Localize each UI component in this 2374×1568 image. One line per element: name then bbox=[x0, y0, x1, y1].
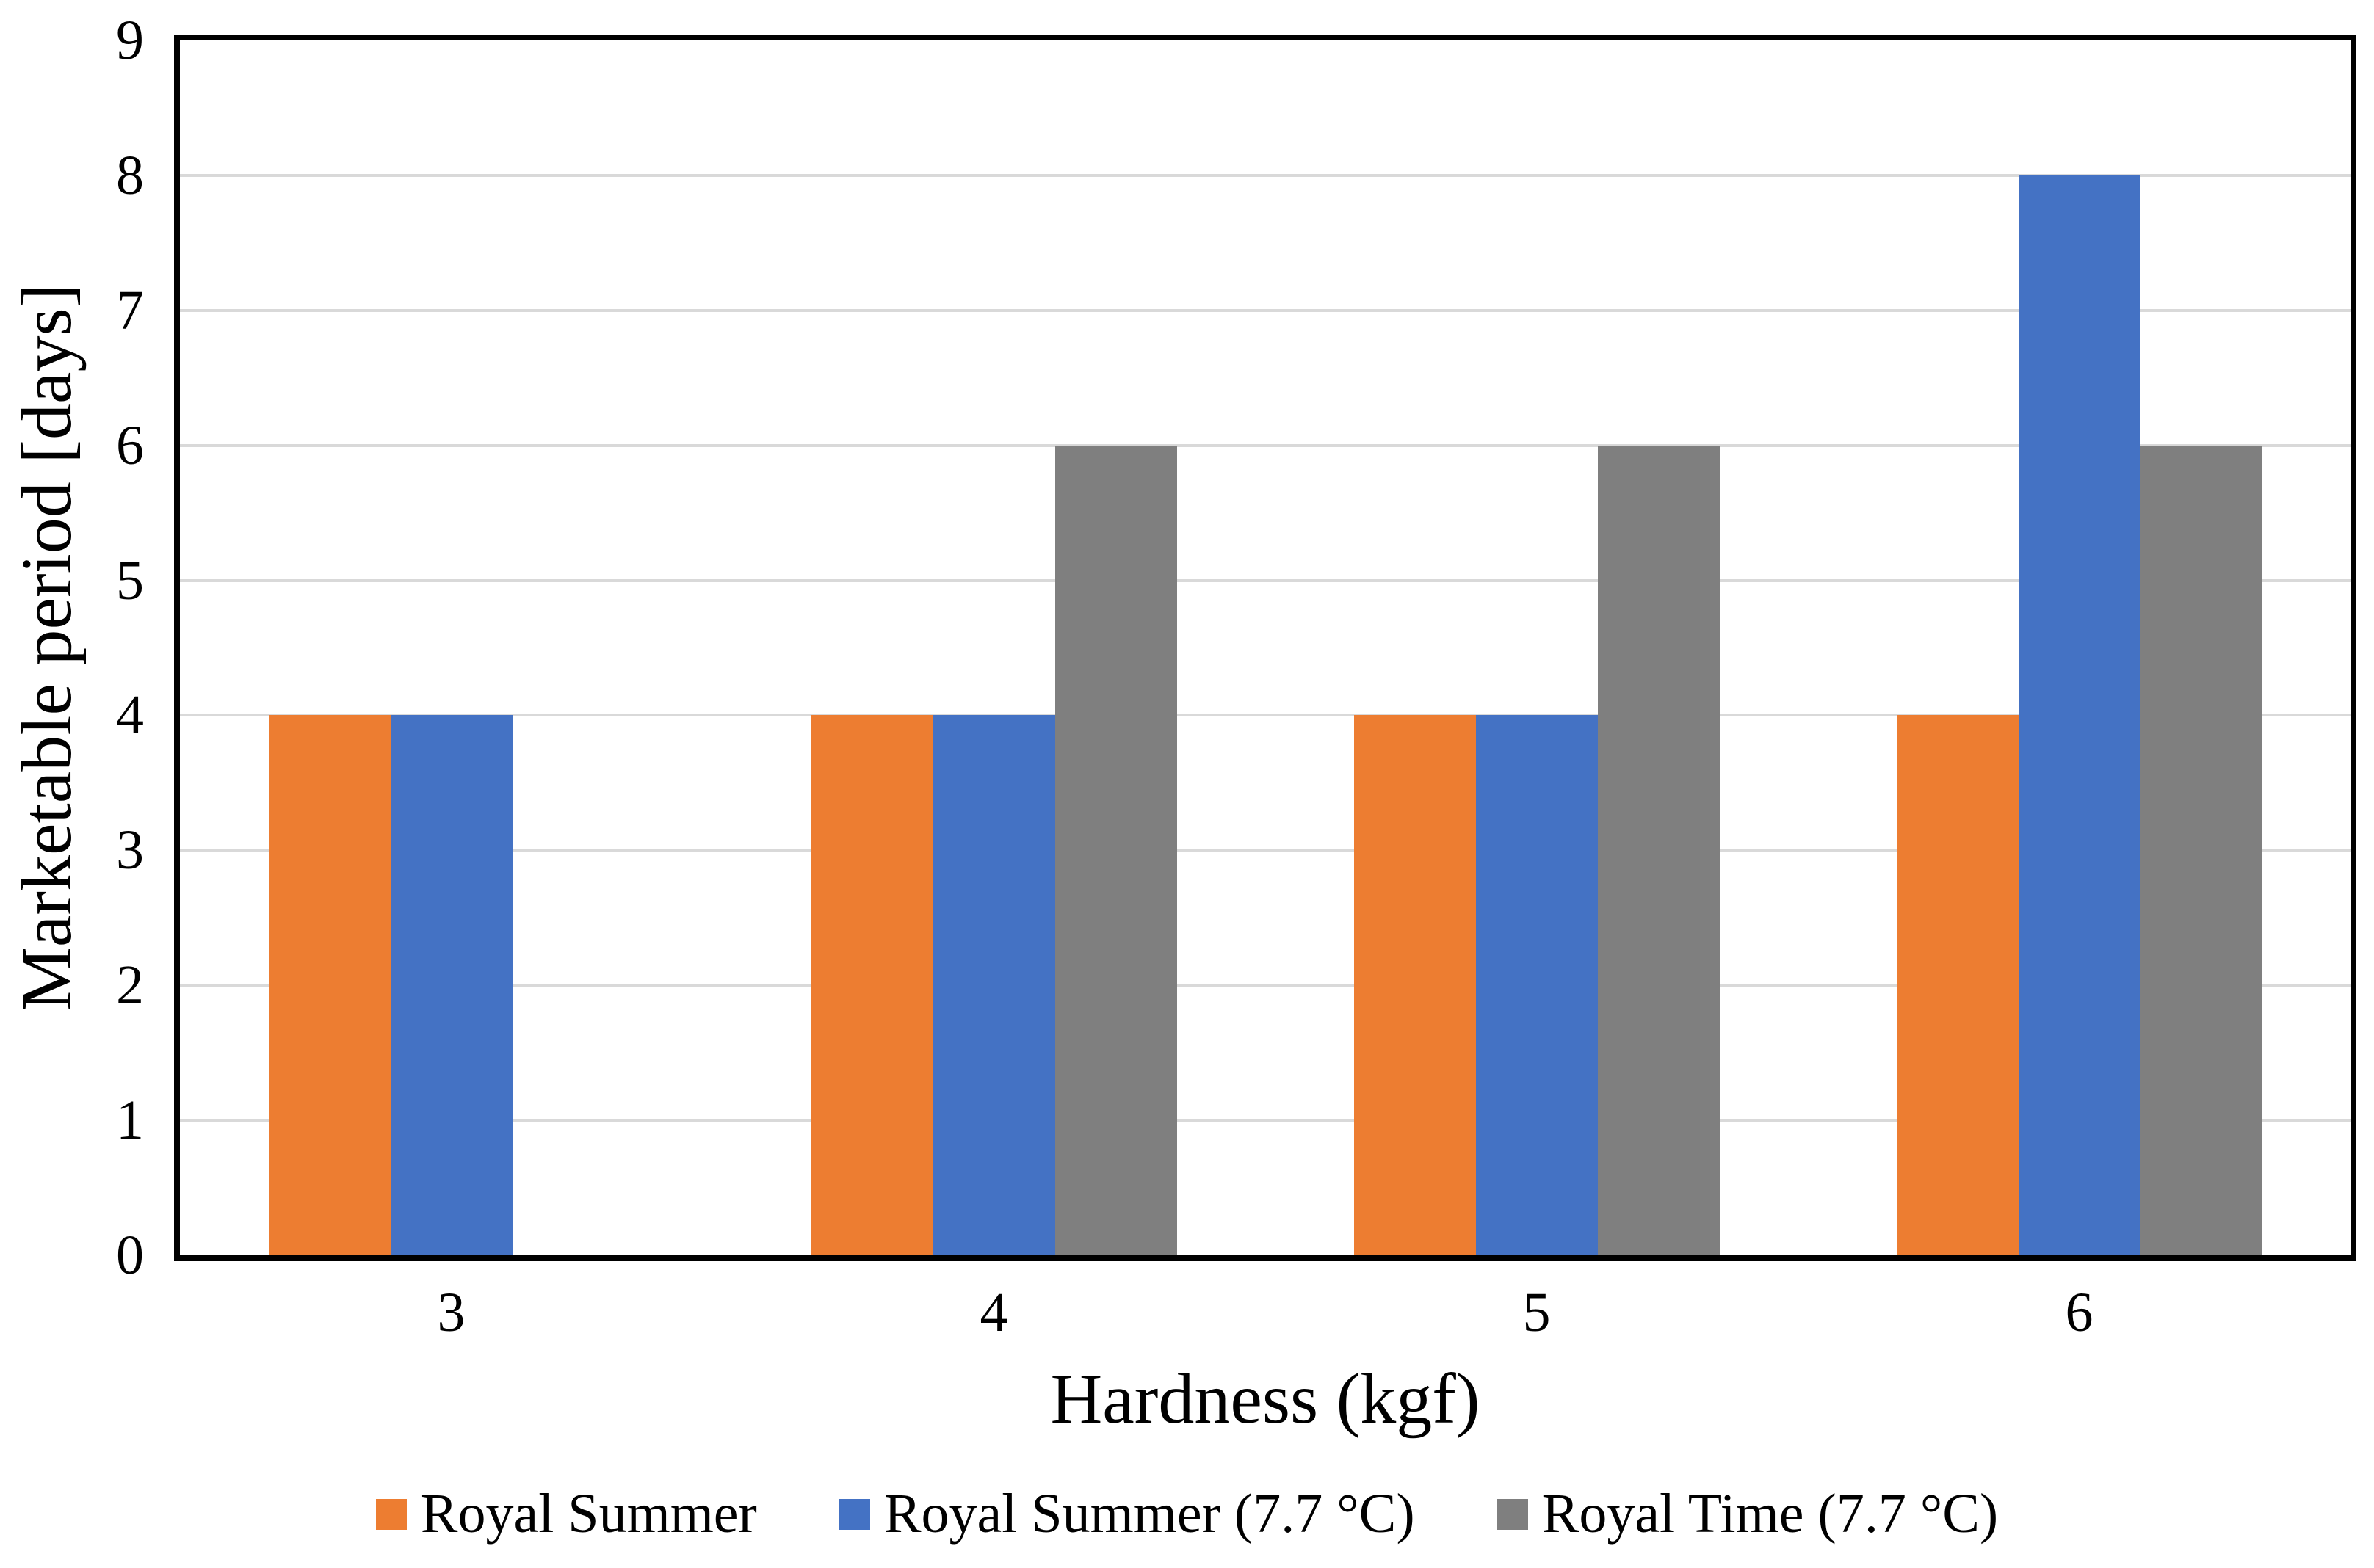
legend-item-royal-summer: Royal Summer bbox=[375, 1482, 757, 1546]
legend-swatch-icon bbox=[1497, 1498, 1528, 1530]
legend-item-royal-time-7-7-c: Royal Time (7.7 °C) bbox=[1497, 1482, 1999, 1546]
gridline-y-7 bbox=[180, 308, 2351, 312]
legend-item-royal-summer-7-7-c: Royal Summer (7.7 °C) bbox=[839, 1482, 1415, 1546]
legend: Royal Summer Royal Summer (7.7 °C) Royal T… bbox=[0, 1472, 2374, 1556]
y-axis-title: Marketable period [days] bbox=[7, 283, 87, 1012]
x-tick-label-3: 3 bbox=[437, 1282, 466, 1343]
x-tick-label-5: 5 bbox=[1522, 1282, 1551, 1343]
bar-royal-summer-7-7-c-x3 bbox=[390, 715, 513, 1255]
x-tick-label-6: 6 bbox=[2065, 1282, 2093, 1343]
y-tick-label-0: 0 bbox=[116, 1224, 144, 1286]
bar-royal-summer-x6 bbox=[1896, 715, 2019, 1255]
gridline-y-8 bbox=[180, 173, 2351, 177]
bar-royal-time-7-7-c-x4 bbox=[1054, 445, 1177, 1255]
legend-label: Royal Summer bbox=[420, 1483, 757, 1545]
y-tick-label-6: 6 bbox=[116, 414, 144, 476]
bar-royal-time-7-7-c-x5 bbox=[1597, 445, 1720, 1255]
plot-area bbox=[174, 35, 2356, 1261]
legend-swatch-icon bbox=[375, 1498, 407, 1530]
bar-royal-summer-7-7-c-x4 bbox=[933, 715, 1055, 1255]
bar-royal-summer-x3 bbox=[268, 715, 391, 1255]
y-tick-label-2: 2 bbox=[116, 954, 144, 1017]
bar-royal-summer-x5 bbox=[1353, 715, 1476, 1255]
gridline-y-5 bbox=[180, 578, 2351, 582]
bar-royal-summer-7-7-c-x6 bbox=[2018, 175, 2140, 1255]
legend-label: Royal Summer (7.7 °C) bbox=[883, 1483, 1415, 1545]
y-tick-label-8: 8 bbox=[116, 144, 144, 206]
legend-label: Royal Time (7.7 °C) bbox=[1541, 1483, 1999, 1545]
y-tick-label-4: 4 bbox=[116, 684, 144, 747]
bar-royal-summer-x4 bbox=[811, 715, 933, 1255]
y-tick-label-5: 5 bbox=[116, 549, 144, 611]
x-axis-title: Hardness (kgf) bbox=[1050, 1360, 1480, 1439]
gridline-y-4 bbox=[180, 714, 2351, 717]
y-tick-label-1: 1 bbox=[116, 1089, 144, 1152]
gridline-y-1 bbox=[180, 1119, 2351, 1122]
bar-royal-summer-7-7-c-x5 bbox=[1475, 715, 1598, 1255]
y-tick-label-3: 3 bbox=[116, 819, 144, 882]
gridline-y-2 bbox=[180, 984, 2351, 987]
legend-swatch-icon bbox=[839, 1498, 870, 1530]
y-tick-label-9: 9 bbox=[116, 10, 144, 71]
bar-royal-time-7-7-c-x6 bbox=[2140, 445, 2262, 1255]
gridline-y-3 bbox=[180, 849, 2351, 852]
gridline-y-6 bbox=[180, 443, 2351, 447]
x-tick-label-4: 4 bbox=[980, 1282, 1008, 1343]
y-tick-label-7: 7 bbox=[116, 279, 144, 341]
